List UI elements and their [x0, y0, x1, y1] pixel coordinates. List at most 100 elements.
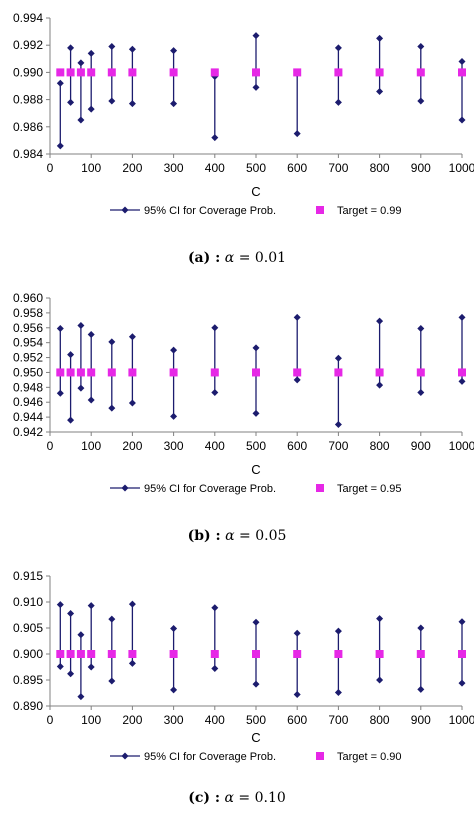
ci-upper-point-c — [293, 629, 301, 637]
target-point-c — [334, 650, 343, 658]
legend-target-label-a: Target = 0.99 — [337, 205, 402, 217]
y-tick-label-b: 0.952 — [13, 351, 43, 365]
target-point-b — [76, 368, 85, 377]
ci-upper-point-c — [170, 625, 178, 633]
legend-b: 95% CI for Coverage Prob. Target = 0.95 — [110, 483, 402, 495]
y-tick-label-a: 0.986 — [13, 120, 43, 134]
x-tick-label-b: 100 — [81, 439, 101, 453]
caption-b: (b) : α = 0.05 — [0, 528, 474, 544]
y-tick-label-b: 0.946 — [13, 395, 43, 409]
ci-lower-point-a — [170, 100, 178, 108]
ci-lower-point-a — [211, 134, 219, 142]
ci-upper-point-c — [376, 615, 384, 623]
ci-upper-point-b — [293, 313, 301, 321]
y-tick-label-a: 0.992 — [13, 38, 43, 52]
ci-lower-point-a — [376, 87, 384, 95]
ci-lower-point-c — [67, 670, 75, 678]
ci-lower-point-b — [417, 389, 425, 397]
ci-lower-point-b — [56, 389, 64, 397]
ci-upper-point-a — [376, 34, 384, 42]
x-tick-label-c: 1000 — [449, 713, 474, 727]
ci-lower-point-a — [252, 83, 260, 91]
x-tick-label-c: 0 — [47, 713, 54, 727]
caption-a: (a) : α = 0.01 — [0, 250, 474, 266]
ci-upper-point-b — [56, 325, 64, 333]
target-point-c — [56, 650, 65, 658]
target-point-c — [128, 650, 137, 658]
ci-upper-point-b — [128, 333, 136, 341]
target-point-a — [416, 68, 425, 77]
ci-upper-point-b — [334, 354, 342, 362]
ci-upper-point-b — [417, 325, 425, 333]
x-axis-label-a: C — [251, 184, 260, 199]
ci-lower-point-c — [334, 688, 342, 696]
legend-target-square-a — [316, 206, 324, 214]
x-tick-label-a: 300 — [164, 161, 184, 175]
ci-lower-point-b — [108, 404, 116, 412]
chart-c-svg: 0.890 0.895 0.900 0.905 0.910 0.915 0 100 200 300… — [13, 569, 474, 763]
target-point-c — [107, 650, 116, 658]
ci-upper-point-c — [458, 618, 466, 626]
ci-lower-point-b — [128, 399, 136, 407]
y-tick-label-b: 0.950 — [13, 365, 43, 379]
target-point-a — [375, 68, 384, 77]
ci-lower-point-a — [417, 97, 425, 105]
caption-a-label: (a) : — [187, 250, 221, 266]
x-tick-label-c: 500 — [246, 713, 266, 727]
target-point-c — [252, 650, 260, 658]
target-point-c — [293, 650, 302, 658]
y-tick-label-a: 0.990 — [13, 65, 43, 79]
ci-lower-point-c — [458, 679, 466, 687]
y-tick-label-c: 0.895 — [13, 673, 43, 687]
legend-ci-label-a: 95% CI for Coverage Prob. — [144, 205, 276, 217]
target-point-a — [66, 68, 75, 77]
ci-upper-point-c — [211, 604, 219, 612]
ci-lower-point-c — [293, 691, 301, 699]
ci-lower-point-b — [293, 376, 301, 384]
ci-upper-point-a — [170, 47, 178, 55]
ci-upper-point-c — [77, 631, 85, 639]
y-tick-label-b: 0.948 — [13, 380, 43, 394]
x-tick-label-a: 600 — [287, 161, 307, 175]
y-tick-label-b: 0.960 — [13, 291, 43, 305]
x-tick-label-c: 300 — [164, 713, 184, 727]
target-point-b — [87, 368, 96, 377]
y-tick-label-a: 0.994 — [13, 11, 43, 25]
ci-lower-point-b — [211, 389, 219, 397]
y-tick-label-b: 0.954 — [13, 336, 43, 350]
y-tick-label-b: 0.944 — [13, 410, 43, 424]
target-point-a — [56, 68, 65, 77]
legend-ci-diamond-a — [121, 206, 129, 214]
target-point-c — [169, 650, 178, 658]
target-point-c — [416, 650, 425, 658]
caption-b-value: = 0.05 — [239, 528, 287, 544]
y-tick-label-c: 0.910 — [13, 595, 43, 609]
target-point-b — [66, 368, 75, 377]
x-tick-label-c: 900 — [411, 713, 431, 727]
ci-upper-point-b — [170, 346, 178, 354]
y-tick-label-b: 0.958 — [13, 306, 43, 320]
ci-upper-point-c — [67, 609, 75, 617]
x-tick-label-a: 200 — [122, 161, 142, 175]
target-point-c — [66, 650, 75, 658]
ci-upper-point-c — [128, 600, 136, 608]
caption-c-symbol: α — [224, 790, 234, 806]
ci-lower-point-a — [108, 97, 116, 105]
ci-lower-point-c — [87, 663, 95, 671]
ci-lower-point-a — [77, 116, 85, 124]
x-tick-label-b: 200 — [122, 439, 142, 453]
ci-lower-point-b — [252, 409, 260, 417]
caption-b-symbol: α — [225, 528, 235, 544]
ci-upper-point-b — [211, 324, 219, 332]
x-tick-label-b: 600 — [287, 439, 307, 453]
ci-upper-point-a — [67, 44, 75, 52]
ci-upper-point-a — [128, 45, 136, 53]
x-tick-label-c: 400 — [205, 713, 225, 727]
ci-lower-point-a — [67, 98, 75, 106]
target-point-b — [252, 368, 260, 377]
y-tick-label-b: 0.942 — [13, 425, 43, 439]
target-point-b — [56, 368, 65, 377]
x-tick-label-a: 900 — [411, 161, 431, 175]
legend-a: 95% CI for Coverage Prob. Target = 0.99 — [110, 205, 402, 217]
legend-c: 95% CI for Coverage Prob. Target = 0.90 — [110, 751, 402, 763]
